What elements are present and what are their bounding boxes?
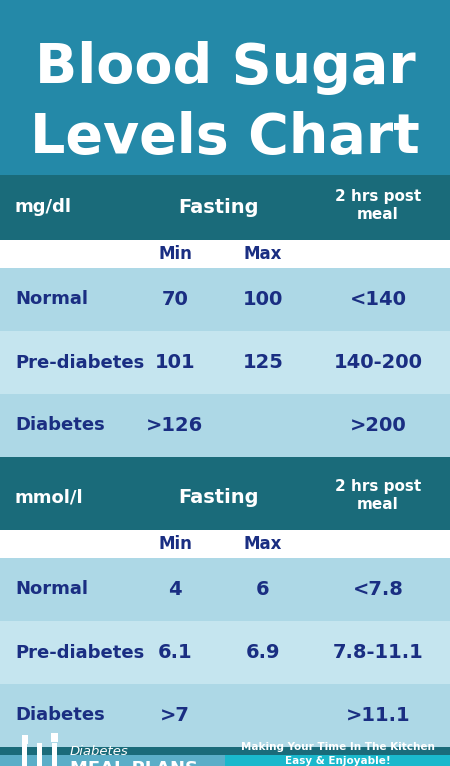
Bar bbox=[24, 735, 26, 744]
Text: <140: <140 bbox=[350, 290, 406, 309]
Bar bbox=[0, 755, 225, 766]
Bar bbox=[0, 530, 450, 558]
Text: <7.8: <7.8 bbox=[352, 580, 404, 599]
Text: Diabetes: Diabetes bbox=[70, 745, 129, 758]
Text: Normal: Normal bbox=[15, 290, 88, 309]
Text: mg/dl: mg/dl bbox=[15, 198, 72, 217]
Text: MEAL PLANS: MEAL PLANS bbox=[70, 761, 198, 766]
Bar bbox=[26, 735, 27, 744]
Text: 125: 125 bbox=[243, 353, 284, 372]
Text: 6: 6 bbox=[256, 580, 270, 599]
Bar bbox=[0, 684, 450, 747]
Text: Easy & Enjoyable!: Easy & Enjoyable! bbox=[284, 755, 391, 765]
Text: Pre-diabetes: Pre-diabetes bbox=[15, 643, 144, 662]
Text: Max: Max bbox=[244, 245, 282, 263]
Text: >7: >7 bbox=[160, 706, 190, 725]
Text: Fasting: Fasting bbox=[179, 198, 259, 217]
Text: >126: >126 bbox=[146, 416, 203, 435]
Bar bbox=[37, 742, 42, 766]
Text: 100: 100 bbox=[243, 290, 283, 309]
Text: 6.1: 6.1 bbox=[158, 643, 192, 662]
Text: 4: 4 bbox=[168, 580, 182, 599]
Bar bbox=[51, 732, 58, 741]
Text: Diabetes: Diabetes bbox=[15, 417, 105, 434]
Bar bbox=[0, 457, 450, 465]
Text: 6.9: 6.9 bbox=[246, 643, 280, 662]
Text: Fasting: Fasting bbox=[179, 488, 259, 507]
Bar bbox=[0, 175, 450, 240]
Text: Levels Chart: Levels Chart bbox=[30, 111, 420, 165]
Bar bbox=[22, 742, 27, 766]
Text: 2 hrs post
meal: 2 hrs post meal bbox=[335, 479, 421, 512]
Bar bbox=[52, 742, 57, 766]
Text: Making Your Time In The Kitchen: Making Your Time In The Kitchen bbox=[241, 741, 434, 751]
Text: Blood Sugar: Blood Sugar bbox=[35, 41, 415, 95]
Text: mmol/l: mmol/l bbox=[15, 489, 84, 506]
Bar bbox=[0, 747, 450, 755]
Text: Diabetes: Diabetes bbox=[15, 706, 105, 725]
Bar bbox=[22, 735, 23, 744]
Bar bbox=[0, 465, 450, 530]
Text: Pre-diabetes: Pre-diabetes bbox=[15, 353, 144, 372]
Bar bbox=[0, 558, 450, 621]
Bar bbox=[0, 621, 450, 684]
Bar bbox=[0, 268, 450, 331]
Text: Min: Min bbox=[158, 535, 192, 553]
Text: 2 hrs post
meal: 2 hrs post meal bbox=[335, 188, 421, 222]
Bar bbox=[0, 240, 450, 268]
Text: 70: 70 bbox=[162, 290, 189, 309]
Text: 140-200: 140-200 bbox=[333, 353, 423, 372]
Bar bbox=[0, 0, 450, 175]
Bar bbox=[0, 331, 450, 394]
Text: Min: Min bbox=[158, 245, 192, 263]
Text: Normal: Normal bbox=[15, 581, 88, 598]
Text: >11.1: >11.1 bbox=[346, 706, 410, 725]
Bar bbox=[225, 755, 450, 766]
Bar bbox=[0, 394, 450, 457]
Text: Max: Max bbox=[244, 535, 282, 553]
Text: >200: >200 bbox=[350, 416, 406, 435]
Text: 101: 101 bbox=[155, 353, 195, 372]
Text: 7.8-11.1: 7.8-11.1 bbox=[333, 643, 423, 662]
